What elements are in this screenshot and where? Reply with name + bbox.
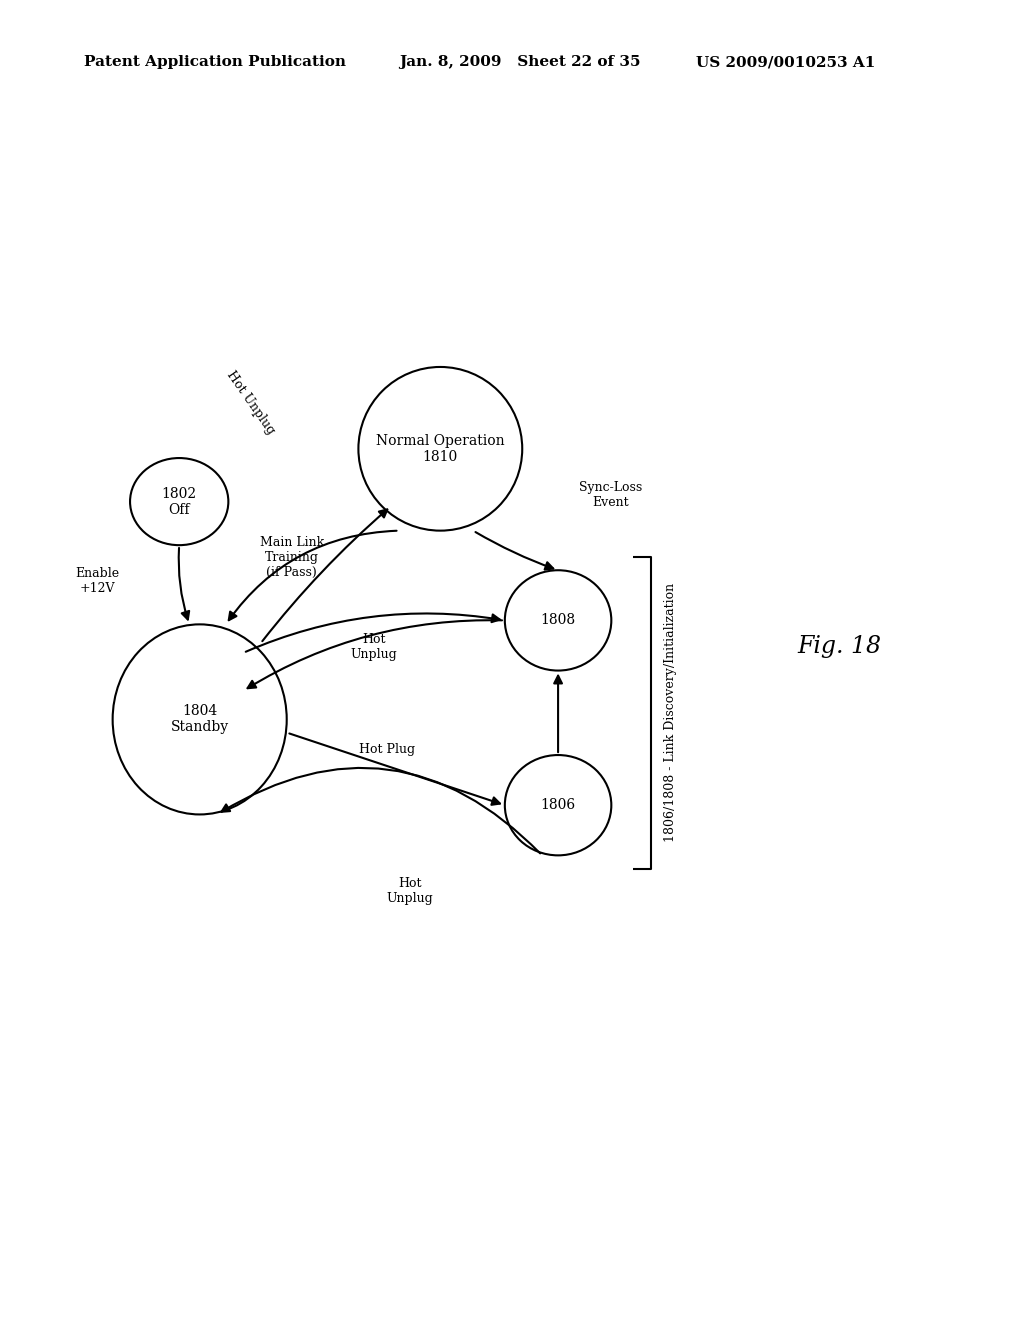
Text: Patent Application Publication: Patent Application Publication [84, 55, 346, 70]
Ellipse shape [113, 624, 287, 814]
Text: Enable
+12V: Enable +12V [75, 566, 120, 595]
Text: Jan. 8, 2009   Sheet 22 of 35: Jan. 8, 2009 Sheet 22 of 35 [399, 55, 641, 70]
Text: Hot Plug: Hot Plug [359, 743, 415, 756]
Text: Hot
Unplug: Hot Unplug [386, 876, 433, 906]
Text: 1808: 1808 [541, 614, 575, 627]
Text: 1806/1808 - Link Discovery/Initialization: 1806/1808 - Link Discovery/Initializatio… [664, 583, 677, 842]
Ellipse shape [505, 755, 611, 855]
Text: Hot
Unplug: Hot Unplug [350, 632, 397, 661]
Text: 1804
Standby: 1804 Standby [171, 705, 228, 734]
Ellipse shape [130, 458, 228, 545]
Text: Sync-Loss
Event: Sync-Loss Event [579, 480, 642, 510]
Text: US 2009/0010253 A1: US 2009/0010253 A1 [696, 55, 876, 70]
Ellipse shape [358, 367, 522, 531]
Text: 1806: 1806 [541, 799, 575, 812]
Text: Main Link
Training
(if Pass): Main Link Training (if Pass) [260, 536, 324, 578]
Ellipse shape [505, 570, 611, 671]
Text: Fig. 18: Fig. 18 [798, 635, 882, 659]
Text: Hot Unplug: Hot Unplug [224, 368, 278, 437]
Text: Normal Operation
1810: Normal Operation 1810 [376, 434, 505, 463]
Text: 1802
Off: 1802 Off [162, 487, 197, 516]
